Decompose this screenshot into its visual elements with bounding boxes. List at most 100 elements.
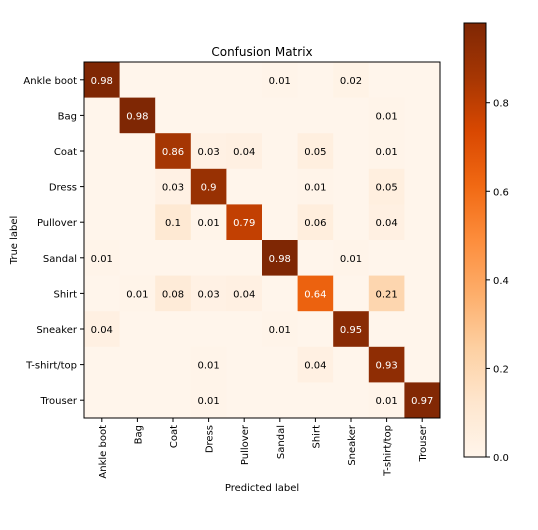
- cell-value-label: 0.9: [201, 183, 217, 194]
- colorbar-tick-label: 0.2: [493, 364, 509, 375]
- heatmap-cell: [297, 133, 334, 170]
- cell-value-label: 0.01: [375, 396, 397, 407]
- y-axis-ticks: Ankle boot Bag Coat Dress Pullover Sandal Shir…: [23, 76, 84, 407]
- heatmap-cell: [119, 133, 156, 170]
- heatmap-cell: [190, 275, 227, 312]
- heatmap-cell: [226, 346, 263, 383]
- cell-value-label: 0.98: [269, 254, 291, 265]
- heatmap-cell: [368, 311, 405, 348]
- heatmap-cell: [155, 204, 192, 241]
- cell-value-label: 0.86: [162, 147, 184, 158]
- heatmap-cell: [119, 311, 156, 348]
- heatmap-cell: [297, 62, 334, 98]
- heatmap-cell: [84, 168, 120, 205]
- cell-value-label: 0.04: [375, 218, 397, 229]
- heatmap-cell: [262, 311, 298, 348]
- heatmap-cell: [155, 382, 192, 419]
- colorbar-tick-label: 0.6: [493, 187, 509, 198]
- y-tick-label: Shirt: [54, 289, 78, 300]
- cell-value-label: 0.97: [411, 396, 433, 407]
- cell-value-label: 0.98: [91, 76, 113, 87]
- cell-value-label: 0.01: [197, 361, 219, 372]
- heatmap-cell: [368, 382, 405, 419]
- heatmap-cell: [119, 346, 156, 383]
- heatmap-cell: [226, 382, 263, 419]
- colorbar-ticks: 0.0 0.2 0.4 0.6 0.8: [486, 99, 509, 464]
- heatmap-cell: [368, 275, 405, 312]
- heatmap-cell: [333, 346, 370, 383]
- cell-value-label: 0.04: [304, 361, 326, 372]
- cell-value-label: 0.01: [375, 111, 397, 122]
- heatmap-cell: [119, 382, 156, 419]
- colorbar-tick-label: 0.0: [493, 453, 509, 464]
- heatmap-cell: [226, 168, 263, 205]
- heatmap-cell: [404, 204, 441, 241]
- x-tick-label: Pullover: [240, 424, 251, 465]
- cell-value-label: 0.01: [91, 254, 113, 265]
- colorbar-tick-label: 0.4: [493, 276, 509, 287]
- chart-title: Confusion Matrix: [211, 45, 312, 59]
- heatmap-cell: [368, 97, 405, 134]
- heatmap-cell: [333, 168, 370, 205]
- cell-value-label: 0.04: [233, 289, 255, 300]
- heatmap-cell: [333, 97, 370, 134]
- cell-value-label: 0.01: [269, 76, 291, 87]
- heatmap-cell: [155, 133, 192, 170]
- y-tick-label: Bag: [58, 111, 77, 122]
- y-tick-label: Trouser: [40, 396, 78, 407]
- heatmap-cell: [262, 62, 298, 98]
- cell-value-label: 0.01: [197, 218, 219, 229]
- heatmap-cell: [368, 62, 405, 98]
- cell-value-label: 0.01: [375, 147, 397, 158]
- heatmap-cell: [333, 311, 370, 348]
- cell-value-label: 0.08: [162, 289, 184, 300]
- heatmap-cell: [84, 346, 120, 383]
- heatmap-cell: [333, 133, 370, 170]
- x-tick-label: Sneaker: [347, 424, 358, 466]
- heatmap-cell: [190, 346, 227, 383]
- heatmap-cell: [155, 275, 192, 312]
- cell-value-label: 0.04: [233, 147, 255, 158]
- heatmap-cell: [190, 168, 227, 205]
- cell-value-label: 0.03: [197, 289, 219, 300]
- cell-value-label: 0.06: [304, 218, 326, 229]
- heatmap-cell: [84, 204, 120, 241]
- x-tick-label: Trouser: [418, 424, 429, 462]
- heatmap-cell: [155, 240, 192, 276]
- x-tick-label: Shirt: [311, 425, 322, 449]
- heatmap-cell: [226, 97, 263, 134]
- heatmap-cell: [404, 240, 441, 276]
- heatmap-cell: [262, 275, 298, 312]
- heatmap-cell: [226, 240, 263, 276]
- heatmap-cell: [297, 204, 334, 241]
- heatmap-cell: [404, 346, 441, 383]
- heatmap-cell: [297, 240, 334, 276]
- heatmap-cell: [84, 97, 120, 134]
- heatmap-cell: [190, 133, 227, 170]
- cell-values: 0.98 0.01 0.02 0.98 0.01 0.86 0.03 0.04 0.05 0.01…: [91, 76, 434, 407]
- cell-value-label: 0.64: [304, 289, 326, 300]
- heatmap-cell: [119, 275, 156, 312]
- heatmap-cell: [226, 204, 263, 241]
- cell-value-label: 0.01: [197, 396, 219, 407]
- heatmap-cell: [368, 133, 405, 170]
- heatmap-cell: [190, 382, 227, 419]
- cell-value-label: 0.01: [126, 289, 148, 300]
- heatmap-cell: [262, 346, 298, 383]
- heatmap-cell: [297, 275, 334, 312]
- x-tick-label: Dress: [205, 425, 216, 453]
- y-axis-label: True label: [9, 216, 20, 266]
- heatmap-cell: [155, 346, 192, 383]
- cell-value-label: 0.93: [375, 361, 397, 372]
- heatmap-cell: [190, 240, 227, 276]
- x-tick-label: Bag: [133, 425, 144, 444]
- heatmap-cell: [404, 168, 441, 205]
- heatmap-cell: [368, 346, 405, 383]
- cell-value-label: 0.03: [162, 183, 184, 194]
- heatmap-cell: [84, 62, 120, 98]
- heatmap-cell: [333, 275, 370, 312]
- heatmap-cell: [297, 382, 334, 419]
- heatmap-cell: [368, 204, 405, 241]
- heatmap-cell: [119, 62, 156, 98]
- heatmap-cell: [119, 204, 156, 241]
